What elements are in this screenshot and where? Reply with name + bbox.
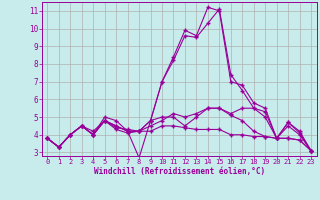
X-axis label: Windchill (Refroidissement éolien,°C): Windchill (Refroidissement éolien,°C) <box>94 167 265 176</box>
